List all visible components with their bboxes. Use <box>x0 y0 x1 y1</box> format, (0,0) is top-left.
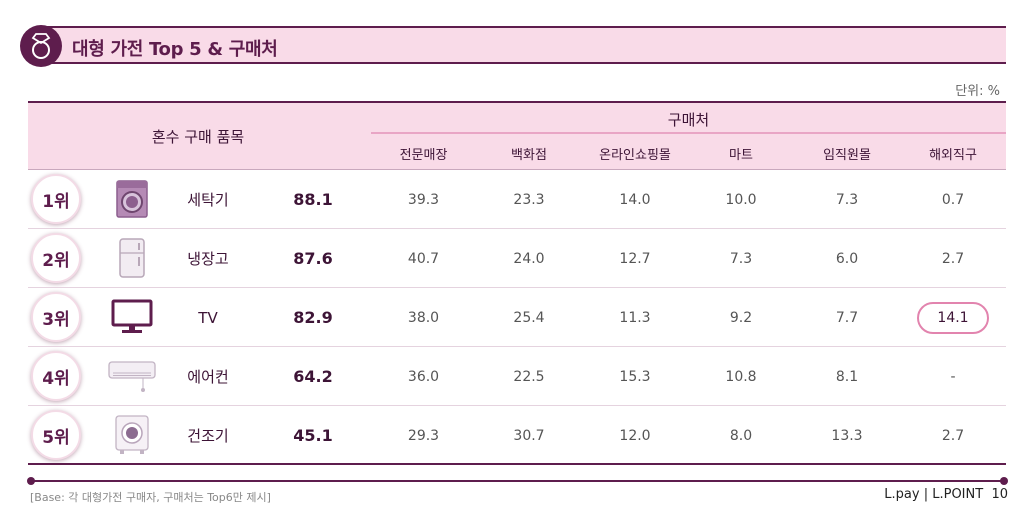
value-cell: 39.3 <box>407 191 440 208</box>
value-cell: 24.0 <box>513 250 545 267</box>
table-row: 3위 TV 82.9 38.0 25.4 11.3 9.2 7.7 14.1 <box>28 288 1006 347</box>
air-conditioner-icon <box>104 355 160 397</box>
value-cell: 9.2 <box>729 309 753 326</box>
value-cell: - <box>950 368 956 385</box>
unit-label: 단위: % <box>955 84 1000 99</box>
value-cell: 30.7 <box>513 427 545 444</box>
column-header: 온라인쇼핑몰 <box>599 147 671 163</box>
value-cell: 10.0 <box>725 191 757 208</box>
footer-dot <box>1000 477 1008 485</box>
item-score: 82.9 <box>293 308 333 327</box>
value-cell: 12.0 <box>619 427 651 444</box>
value-cell: 10.8 <box>725 368 757 385</box>
base-note: [Base: 각 대형가전 구매자, 구매처는 Top6만 제시] <box>30 491 271 504</box>
table-row: 4위 에어컨 64.2 36.0 22.5 15.3 10.8 8.1 - <box>28 347 1006 406</box>
value-cell: 8.1 <box>835 368 859 385</box>
value-cell: 38.0 <box>407 309 440 326</box>
item-name: 건조기 <box>187 427 229 445</box>
value-cell: 25.4 <box>513 309 545 326</box>
washer-icon <box>104 178 160 220</box>
tv-icon <box>104 296 160 338</box>
footer-divider <box>30 480 1006 482</box>
value-cell: 15.3 <box>619 368 651 385</box>
value-cell: 2.7 <box>941 250 965 267</box>
item-name: TV <box>198 308 218 327</box>
table-row: 5위 건조기 45.1 29.3 30.7 12.0 8.0 13.3 2.7 <box>28 406 1006 465</box>
value-cell: 23.3 <box>513 191 545 208</box>
item-name: 에어컨 <box>187 368 229 386</box>
column-header: 마트 <box>729 147 753 163</box>
column-header: 임직원몰 <box>823 147 871 163</box>
header-item: 혼수 구매 품목 <box>151 127 245 146</box>
page-title: 대형 가전 Top 5 & 구매처 <box>72 39 278 60</box>
rank-badge: 2위 <box>31 233 81 283</box>
value-cell: 11.3 <box>619 309 651 326</box>
item-name: 냉장고 <box>187 250 229 268</box>
value-cell: 6.0 <box>835 250 859 267</box>
value-cell: 14.0 <box>619 191 651 208</box>
value-cell: 12.7 <box>619 250 651 267</box>
dryer-icon <box>104 414 160 456</box>
highlighted-value-cell: 14.1 <box>900 288 1006 347</box>
value-cell: 36.0 <box>407 368 440 385</box>
value-cell: 29.3 <box>407 427 440 444</box>
highlight-circle: 14.1 <box>917 301 989 334</box>
item-name: 세탁기 <box>187 191 229 209</box>
header-purchase-place: 구매처 <box>667 110 710 129</box>
fridge-icon <box>104 237 160 279</box>
page-number: 10 <box>991 487 1008 502</box>
value-cell: 40.7 <box>407 250 440 267</box>
footer-dot <box>27 477 35 485</box>
value-cell: 22.5 <box>513 368 545 385</box>
column-header: 해외직구 <box>929 147 977 163</box>
value-cell: 2.7 <box>941 427 965 444</box>
column-header: 백화점 <box>511 147 547 163</box>
value-cell: 0.7 <box>941 191 965 208</box>
brand-text: L.pay | L.POINT <box>884 487 984 502</box>
value-cell: 8.0 <box>729 427 753 444</box>
rank-badge: 3위 <box>31 292 81 342</box>
item-score: 88.1 <box>293 190 333 209</box>
rank-badge: 4위 <box>31 351 81 401</box>
value-cell: 7.3 <box>729 250 753 267</box>
item-score: 64.2 <box>293 367 333 386</box>
item-score: 45.1 <box>293 426 333 445</box>
footer-brand: L.pay | L.POINT 10 <box>884 487 1008 502</box>
title-bar: 대형 가전 Top 5 & 구매처 <box>44 26 1006 64</box>
column-header: 전문매장 <box>399 147 448 163</box>
table-row: 1위 세탁기 88.1 39.3 23.3 14.0 10.0 7.3 0.7 <box>28 170 1006 229</box>
rank-badge: 1위 <box>31 174 81 224</box>
value-cell: 7.3 <box>835 191 859 208</box>
value-cell: 13.3 <box>831 427 863 444</box>
rank-badge: 5위 <box>31 410 81 460</box>
ring-icon <box>20 25 62 67</box>
table-row: 2위 냉장고 87.6 40.7 24.0 12.7 7.3 6.0 2.7 <box>28 229 1006 288</box>
item-score: 87.6 <box>293 249 333 268</box>
value-cell: 7.7 <box>835 309 859 326</box>
